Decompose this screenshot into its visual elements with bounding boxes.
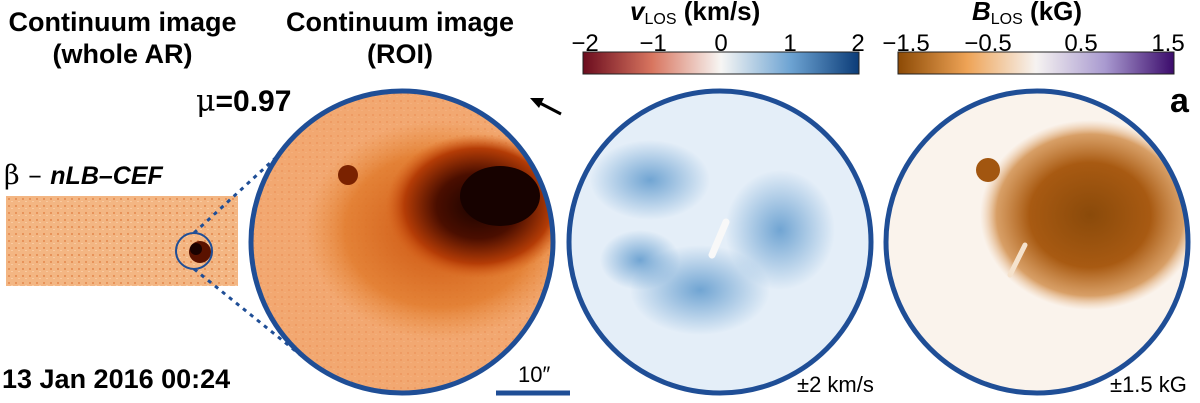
velocity-image <box>569 91 871 393</box>
velocity-tick: −1 <box>639 30 667 57</box>
velocity-subscript: LOS <box>644 11 677 28</box>
beta-class: nLB–CEF <box>50 162 163 190</box>
continuum-roi-image <box>251 91 553 393</box>
field-subscript: LOS <box>990 11 1023 28</box>
beta-label: β – nLB–CEF <box>4 160 163 191</box>
field-colorbar <box>897 51 1175 75</box>
whole-ar-title-line1: Continuum image <box>8 7 237 37</box>
field-tick: 1.5 <box>1151 30 1185 57</box>
field-range-label: ±1.5 kG <box>1110 372 1187 397</box>
scale-bar-label: 10″ <box>518 362 551 387</box>
field-tick: 0.5 <box>1064 30 1098 57</box>
whole-ar-title-line2: (whole AR) <box>52 39 193 69</box>
velocity-tick: −2 <box>571 30 599 57</box>
mu-label: μ=0.97 <box>196 84 291 119</box>
velocity-unit: (km/s) <box>683 0 761 26</box>
velocity-outline <box>566 88 874 396</box>
timestamp: 13 Jan 2016 00:24 <box>2 364 231 394</box>
roi-title: Continuum image (ROI) <box>240 6 560 70</box>
whole-ar-title: Continuum image (whole AR) <box>0 6 245 70</box>
roi-title-line2: (ROI) <box>367 39 433 69</box>
panel-label: a <box>1170 82 1189 120</box>
whole-ar-image <box>6 196 238 286</box>
field-image <box>886 91 1188 393</box>
field-symbol: B <box>972 0 991 26</box>
mu-symbol: μ <box>196 84 216 119</box>
continuum-roi-outline <box>248 88 556 396</box>
velocity-colorbar <box>582 51 860 75</box>
velocity-range-label: ±2 km/s <box>797 372 874 397</box>
velocity-tick: 1 <box>783 30 797 57</box>
velocity-tick: 2 <box>851 30 865 57</box>
velocity-tick: 0 <box>714 30 728 57</box>
roi-title-line1: Continuum image <box>286 7 514 37</box>
mu-value: =0.97 <box>215 85 292 118</box>
field-tick: −0.5 <box>964 30 1012 57</box>
field-tick: −1.5 <box>882 30 930 57</box>
field-outline <box>883 88 1191 396</box>
velocity-symbol: v <box>630 0 645 26</box>
velocity-colorbar-title: vLOS (km/s) <box>630 0 760 29</box>
direction-arrow-icon <box>530 98 562 116</box>
field-colorbar-title: BLOS (kG) <box>972 0 1082 29</box>
field-unit: (kG) <box>1030 0 1083 26</box>
beta-prefix: β – <box>4 160 51 191</box>
